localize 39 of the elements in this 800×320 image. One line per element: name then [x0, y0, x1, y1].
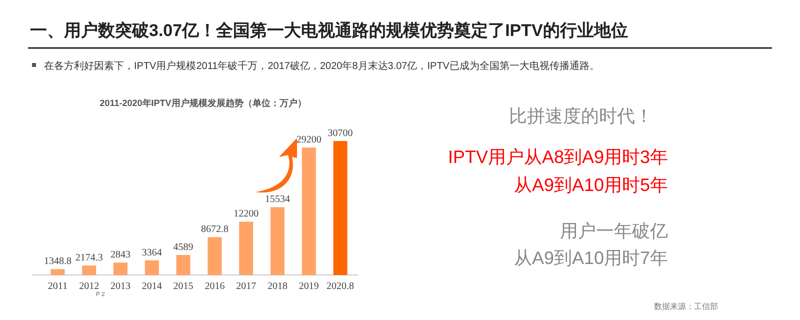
data-label: 3364	[142, 247, 162, 258]
bar	[144, 260, 159, 275]
x-tick-label: 2016	[204, 281, 225, 292]
text: 用户一年破亿	[560, 221, 668, 241]
bar	[50, 269, 65, 275]
data-label: 30700	[328, 128, 353, 139]
source-note: 数据来源：工信部	[654, 302, 718, 311]
text: 比拼速度的时代！	[509, 106, 653, 126]
bar	[114, 262, 128, 275]
text: 2011-2020年IPTV用户规模发展趋势（单位：万户）	[100, 98, 306, 108]
bar	[208, 237, 222, 275]
x-tick-label: 2013	[110, 281, 130, 292]
data-label: 1348.8	[44, 256, 72, 268]
x-tick-label: 2015	[173, 281, 194, 292]
text: 从A9到A10用时7年	[514, 248, 668, 268]
x-tick-label: 2019	[298, 281, 319, 292]
bar	[82, 266, 96, 275]
bar	[302, 148, 316, 275]
data-label: 29200	[296, 134, 322, 146]
text: 从A9到A10用时5年	[514, 175, 668, 195]
x-tick-label: 2011	[48, 281, 68, 292]
data-label: 2843	[110, 250, 130, 261]
text: IPTV用户从A8到A9用时3年	[448, 147, 668, 167]
data-label: 2174.3	[75, 252, 103, 264]
bar	[333, 141, 348, 275]
x-tick-label: 2012	[79, 281, 100, 292]
bar	[239, 222, 254, 275]
x-tick-label: 2017	[236, 281, 256, 292]
x-tick-label: 2020.8	[326, 281, 354, 292]
bar	[270, 207, 284, 275]
data-label: 8672.8	[200, 224, 228, 236]
data-label: 15534	[265, 194, 290, 206]
bar	[176, 254, 190, 275]
chart-title: 一、用户数突破3.07亿！全国第一大电视通路的规模优势奠定了IPTV的行业地位	[30, 21, 628, 40]
x-tick-label: 2014	[142, 281, 162, 292]
chart-subtitle: 在各方利好因素下，IPTV用户规模2011年破千万，2017破亿，2020年8月末达3.07亿，IPTV已成为全国第一大电视传播通路。	[44, 60, 600, 72]
data-label: 12200	[234, 208, 259, 220]
x-tick-label: 2018	[268, 281, 288, 292]
data-label: 4589	[173, 242, 194, 253]
